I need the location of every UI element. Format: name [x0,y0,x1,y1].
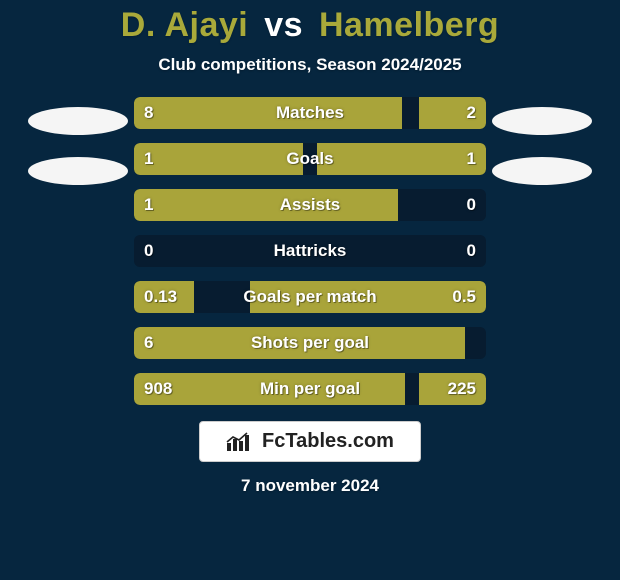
stat-label: Min per goal [134,373,486,405]
stat-row: 6Shots per goal [134,327,486,359]
branding-badge: FcTables.com [199,421,421,462]
stat-label: Hattricks [134,235,486,267]
title-vs: vs [264,6,303,44]
stat-label: Goals [134,143,486,175]
stat-row: 0Hattricks0 [134,235,486,267]
stat-row: 908Min per goal225 [134,373,486,405]
stat-label: Matches [134,97,486,129]
page-title: D. Ajayi vs Hamelberg [121,6,499,45]
content-wrapper: D. Ajayi vs Hamelberg Club competitions,… [0,0,620,580]
stat-label: Shots per goal [134,327,486,359]
branding-chart-icon [226,432,252,452]
stat-value-right: 2 [467,97,476,129]
club-logo-placeholder [28,157,128,185]
comparison-area: 8Matches21Goals11Assists00Hattricks00.13… [0,97,620,405]
club-logo-placeholder [492,107,592,135]
stat-row: 1Assists0 [134,189,486,221]
stat-value-right: 225 [448,373,476,405]
stat-bars-column: 8Matches21Goals11Assists00Hattricks00.13… [134,97,486,405]
date-text: 7 november 2024 [241,476,379,496]
stat-value-right: 0 [467,235,476,267]
stat-row: 1Goals1 [134,143,486,175]
left-logos-column [22,97,134,185]
stat-value-right: 1 [467,143,476,175]
stat-value-right: 0.5 [452,281,476,313]
right-logos-column [486,97,598,185]
stat-label: Goals per match [134,281,486,313]
title-player1: D. Ajayi [121,6,248,44]
stat-row: 8Matches2 [134,97,486,129]
branding-text: FcTables.com [262,430,394,453]
title-player2: Hamelberg [319,6,499,44]
subtitle: Club competitions, Season 2024/2025 [158,55,461,75]
club-logo-placeholder [492,157,592,185]
stat-value-right: 0 [467,189,476,221]
stat-label: Assists [134,189,486,221]
stat-row: 0.13Goals per match0.5 [134,281,486,313]
club-logo-placeholder [28,107,128,135]
